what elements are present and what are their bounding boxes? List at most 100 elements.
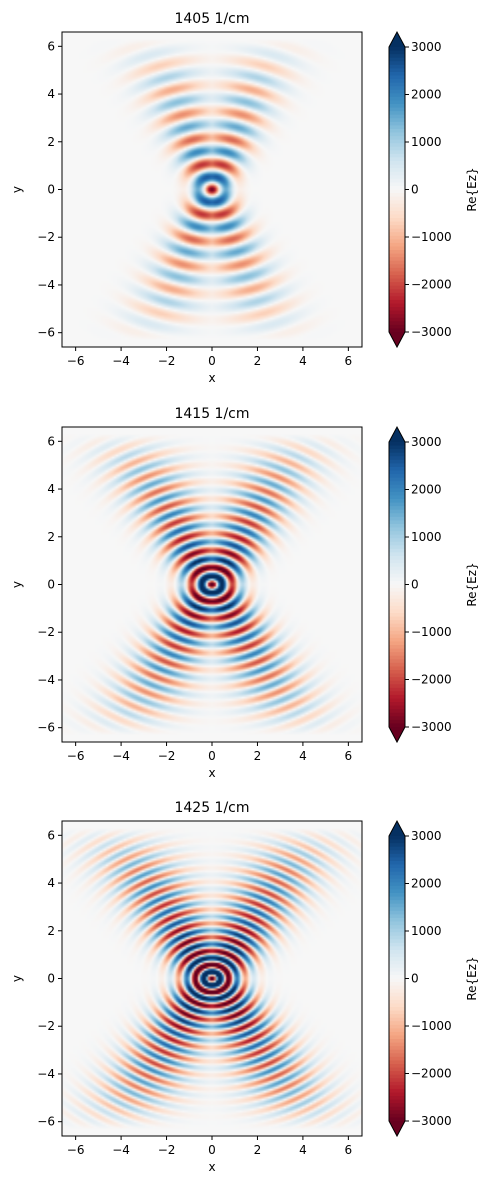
colorbar-segment bbox=[389, 889, 405, 894]
colorbar-segment bbox=[389, 1007, 405, 1012]
colorbar-segment bbox=[389, 914, 405, 919]
y-tick-label: 6 bbox=[47, 39, 55, 53]
colorbar-segment bbox=[389, 264, 405, 269]
colorbar-segment bbox=[389, 481, 405, 486]
colorbar-segment bbox=[389, 584, 405, 589]
colorbar-segment bbox=[389, 54, 405, 59]
y-tick-label: −6 bbox=[37, 326, 55, 340]
colorbar-segment bbox=[389, 673, 405, 678]
colorbar-segment bbox=[389, 634, 405, 639]
colorbar-segment bbox=[389, 132, 405, 137]
colorbar-tick-label: −3000 bbox=[411, 1114, 452, 1128]
colorbar-segment bbox=[389, 1024, 405, 1029]
colorbar-segment bbox=[389, 139, 405, 144]
colorbar-segment bbox=[389, 538, 405, 543]
colorbar-segment bbox=[389, 1014, 405, 1019]
colorbar-segment bbox=[389, 200, 405, 205]
colorbar-segment bbox=[389, 857, 405, 862]
y-tick-label: 6 bbox=[47, 434, 55, 448]
colorbar-segment bbox=[389, 307, 405, 312]
y-tick-label: 0 bbox=[47, 972, 55, 986]
y-tick-label: 4 bbox=[47, 876, 55, 890]
chart-panel-2: 1415 1/cm −6 −4 −2 0 2 4 6 −6 −4 −2 0 2 4 6 x y 3000 2000 1… bbox=[10, 406, 479, 780]
colorbar-segment bbox=[389, 691, 405, 696]
colorbar-tick-label: 3000 bbox=[411, 435, 442, 449]
y-tick-label: −6 bbox=[37, 721, 55, 735]
colorbar-segment bbox=[389, 1017, 405, 1022]
colorbar-segment bbox=[389, 1099, 405, 1104]
colorbar-segment bbox=[389, 712, 405, 717]
colorbar-segment bbox=[389, 178, 405, 183]
colorbar-segment bbox=[389, 509, 405, 514]
colorbar-extend-max bbox=[389, 821, 405, 836]
colorbar-segment bbox=[389, 591, 405, 596]
colorbar-extend-min bbox=[389, 1121, 405, 1136]
x-tick-label: −6 bbox=[67, 1143, 85, 1157]
colorbar-segment bbox=[389, 210, 405, 216]
y-tick-label: 0 bbox=[47, 183, 55, 197]
colorbar-tick-label: 0 bbox=[411, 183, 419, 197]
colorbar-segment bbox=[389, 196, 405, 201]
colorbar-segment bbox=[389, 680, 405, 685]
y-tick-label: 4 bbox=[47, 87, 55, 101]
colorbar-segment bbox=[389, 953, 405, 958]
colorbar-segment bbox=[389, 75, 405, 80]
colorbar-segment bbox=[389, 836, 405, 841]
colorbar-segment bbox=[389, 992, 405, 997]
colorbar-segment bbox=[389, 275, 405, 280]
colorbar-segment bbox=[389, 303, 405, 308]
colorbar-segment bbox=[389, 153, 405, 159]
y-tick-label: 2 bbox=[47, 924, 55, 938]
colorbar-segment bbox=[389, 1067, 405, 1072]
colorbar-segment bbox=[389, 459, 405, 464]
colorbar-label: Re{Ez} bbox=[465, 562, 479, 606]
colorbar-segment bbox=[389, 627, 405, 632]
colorbar-segment bbox=[389, 655, 405, 660]
colorbar-segment bbox=[389, 260, 405, 265]
x-axis-label: x bbox=[208, 371, 215, 385]
colorbar-tick-label: 2000 bbox=[411, 88, 442, 102]
colorbar-segment bbox=[389, 314, 405, 319]
colorbar-segment bbox=[389, 232, 405, 237]
colorbar-segment bbox=[389, 950, 405, 955]
x-tick-label: 4 bbox=[299, 749, 307, 763]
colorbar-segment bbox=[389, 50, 405, 55]
colorbar-segment bbox=[389, 520, 405, 525]
colorbar-segment bbox=[389, 659, 405, 664]
colorbar-segment bbox=[389, 577, 405, 582]
colorbar-segment bbox=[389, 942, 405, 948]
colorbar-segment bbox=[389, 250, 405, 255]
colorbar-segment bbox=[389, 946, 405, 951]
colorbar-segment bbox=[389, 648, 405, 653]
colorbar-segment bbox=[389, 445, 405, 450]
colorbar-segment bbox=[389, 449, 405, 454]
colorbar-segment bbox=[389, 996, 405, 1001]
colorbar-segment bbox=[389, 609, 405, 614]
colorbar-segment bbox=[389, 150, 405, 155]
colorbar-segment bbox=[389, 985, 405, 990]
colorbar-segment bbox=[389, 1010, 405, 1015]
x-tick-label: 0 bbox=[208, 1143, 216, 1157]
colorbar-segment bbox=[389, 666, 405, 671]
colorbar-segment bbox=[389, 545, 405, 550]
colorbar-segment bbox=[389, 125, 405, 130]
colorbar-segment bbox=[389, 267, 405, 273]
colorbar-segment bbox=[389, 903, 405, 908]
colorbar-segment bbox=[389, 1074, 405, 1079]
x-tick-label: 4 bbox=[299, 1143, 307, 1157]
colorbar-segment bbox=[389, 864, 405, 869]
colorbar-tick-label: 0 bbox=[411, 578, 419, 592]
colorbar-segment bbox=[389, 662, 405, 668]
colorbar-segment bbox=[389, 491, 405, 497]
x-tick-label: −2 bbox=[158, 749, 176, 763]
colorbar-segment bbox=[389, 107, 405, 112]
colorbar-segment bbox=[389, 702, 405, 707]
y-axis-label: y bbox=[10, 581, 24, 588]
colorbar-segment bbox=[389, 1039, 405, 1044]
colorbar-segment bbox=[389, 882, 405, 887]
colorbar-segment bbox=[389, 495, 405, 500]
colorbar-segment bbox=[389, 630, 405, 635]
x-tick-label: 4 bbox=[299, 354, 307, 368]
colorbar-segment bbox=[389, 928, 405, 933]
colorbar-segment bbox=[389, 1035, 405, 1040]
